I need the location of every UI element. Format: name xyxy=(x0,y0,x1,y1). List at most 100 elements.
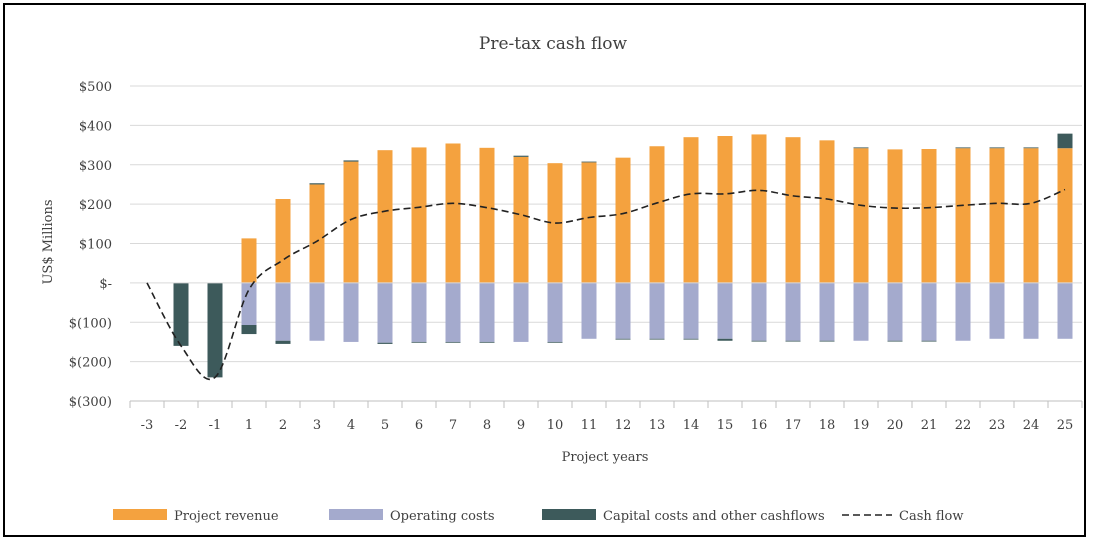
y-tick-label: $100 xyxy=(79,238,112,253)
x-tick-label: 20 xyxy=(887,418,904,433)
y-axis-label: US$ Millions xyxy=(41,199,56,284)
bar xyxy=(445,143,461,283)
bar xyxy=(513,156,529,283)
bar xyxy=(173,282,189,346)
bar xyxy=(989,282,1005,339)
bar xyxy=(853,147,869,149)
x-tick-label: -2 xyxy=(175,418,188,433)
legend-label: Project revenue xyxy=(174,509,279,524)
bar xyxy=(819,340,835,342)
bar xyxy=(207,282,223,378)
x-tick-label: 9 xyxy=(517,418,525,433)
x-tick-label: 18 xyxy=(819,418,836,433)
x-axis-label: Project years xyxy=(562,450,649,465)
legend-swatch xyxy=(542,509,596,520)
bar xyxy=(785,340,801,342)
x-tick-label: 7 xyxy=(449,418,457,433)
x-tick-label: 16 xyxy=(751,418,768,433)
bar xyxy=(241,282,257,326)
bar xyxy=(479,147,495,283)
bar xyxy=(853,282,869,341)
bar xyxy=(955,282,971,341)
bar xyxy=(479,341,495,343)
bar xyxy=(615,338,631,340)
bar xyxy=(785,137,801,283)
bar xyxy=(309,183,325,185)
bar xyxy=(683,137,699,283)
bar xyxy=(921,149,937,283)
x-tick-label: -3 xyxy=(141,418,154,433)
x-tick-labels: -3 -2 -1 1 2 3 4 5 6 7 8 9 10 11 12 13 14 15 16 17 18 19 20 21 2… xyxy=(141,418,1074,433)
gridlines xyxy=(129,85,1083,408)
y-tick-labels: $500 $400 $300 $200 $100 $- $(100) $(200) $(300) xyxy=(69,80,112,410)
bar xyxy=(751,134,767,283)
bar xyxy=(343,160,359,162)
x-tick-label: 8 xyxy=(483,418,491,433)
cash-flow-line-group xyxy=(146,188,1066,381)
bar xyxy=(547,163,563,283)
y-tick-label: $(200) xyxy=(69,356,112,371)
bar xyxy=(581,162,597,283)
bar xyxy=(275,282,291,341)
bar xyxy=(921,282,937,341)
x-tick-label: 2 xyxy=(279,418,287,433)
bar xyxy=(581,282,597,339)
y-tick-label: $(300) xyxy=(69,395,112,410)
bar xyxy=(649,338,665,340)
x-tick-label: 15 xyxy=(717,418,734,433)
bar xyxy=(887,282,903,341)
bar xyxy=(649,282,665,339)
legend-swatch xyxy=(113,509,167,520)
bar xyxy=(751,340,767,342)
x-tick-label: 17 xyxy=(785,418,802,433)
bar xyxy=(1023,147,1039,149)
bar xyxy=(377,282,393,343)
bar xyxy=(377,150,393,283)
bar xyxy=(615,282,631,339)
bar xyxy=(241,238,257,283)
x-tick-label: 10 xyxy=(547,418,564,433)
x-tick-label: 1 xyxy=(245,418,253,433)
legend-label: Cash flow xyxy=(899,509,964,524)
x-tick-label: 19 xyxy=(853,418,870,433)
y-tick-label: $200 xyxy=(79,198,112,213)
x-tick-label: 6 xyxy=(415,418,423,433)
bar xyxy=(309,282,325,341)
bar xyxy=(513,282,529,342)
bar xyxy=(717,282,733,339)
bar xyxy=(1057,133,1073,149)
x-tick-label: 23 xyxy=(989,418,1006,433)
y-tick-label: $- xyxy=(99,277,112,292)
bar xyxy=(445,282,461,342)
x-tick-label: 24 xyxy=(1023,418,1040,433)
bar xyxy=(1023,148,1039,283)
bar xyxy=(445,341,461,343)
cash-flow-line xyxy=(146,188,1066,381)
bar xyxy=(411,147,427,283)
y-tick-label: $400 xyxy=(79,119,112,134)
y-tick-label: $300 xyxy=(79,159,112,174)
x-tick-label: 4 xyxy=(347,418,355,433)
bar xyxy=(377,342,393,344)
bar xyxy=(411,282,427,342)
bar xyxy=(683,282,699,339)
bar xyxy=(1057,148,1073,283)
x-tick-label: 5 xyxy=(381,418,389,433)
bar xyxy=(887,149,903,283)
y-tick-label: $500 xyxy=(79,80,112,95)
x-tick-label: 11 xyxy=(581,418,598,433)
bar xyxy=(989,147,1005,149)
x-tick-label: 25 xyxy=(1057,418,1074,433)
legend-swatch xyxy=(329,509,383,520)
bar xyxy=(547,341,563,343)
x-tick-label: 3 xyxy=(313,418,321,433)
bar xyxy=(989,148,1005,283)
bar xyxy=(955,148,971,283)
bar xyxy=(343,282,359,342)
bar xyxy=(275,199,291,283)
y-tick-label: $(100) xyxy=(69,316,112,331)
bar xyxy=(887,340,903,342)
bar xyxy=(343,161,359,283)
bar xyxy=(921,340,937,342)
bar xyxy=(479,282,495,342)
